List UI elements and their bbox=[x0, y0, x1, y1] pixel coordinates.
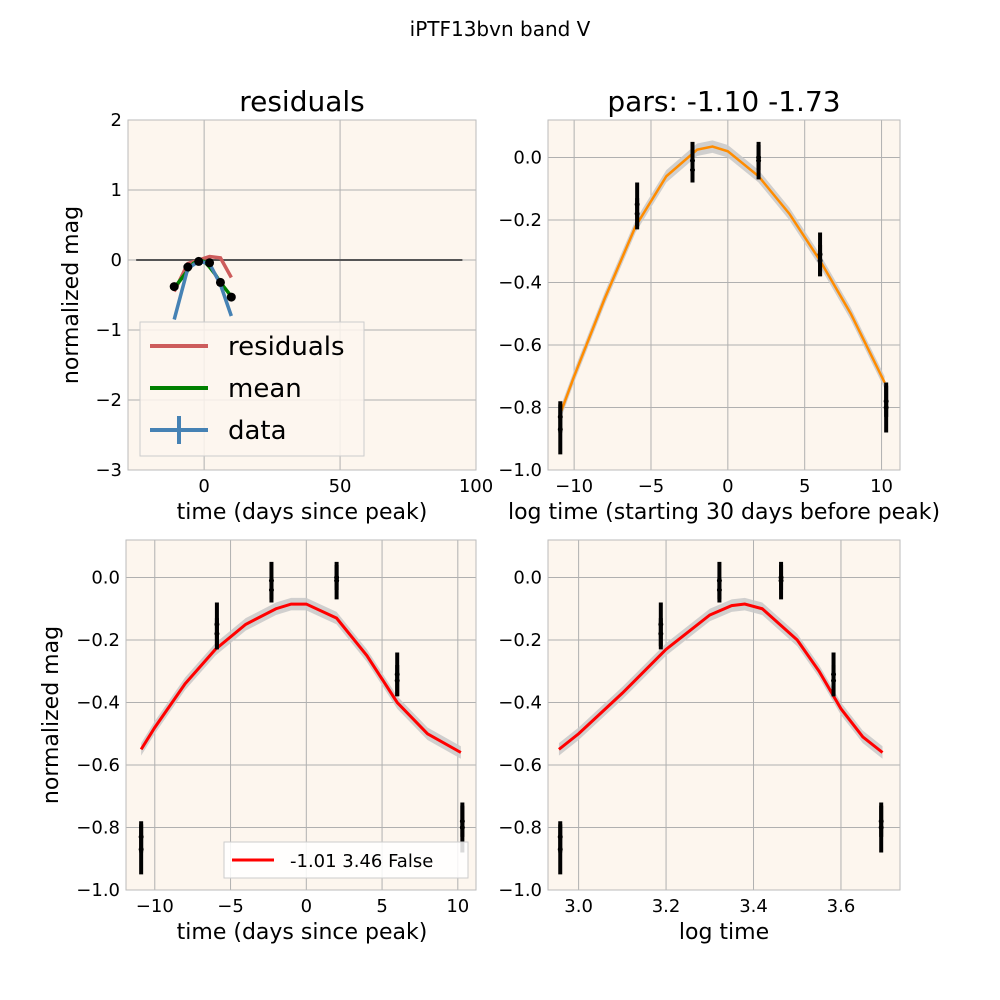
x-tick-label: 5 bbox=[799, 476, 810, 497]
data-point bbox=[557, 414, 563, 420]
x-tick-label: 0 bbox=[198, 476, 209, 497]
data-point bbox=[394, 678, 400, 684]
data-point bbox=[194, 256, 204, 266]
time-fit-panel: time (days since peak) normalized mag −1… bbox=[39, 539, 477, 945]
data-point bbox=[831, 678, 837, 684]
y-tick-label: −0.8 bbox=[498, 818, 542, 839]
x-tick-label: −5 bbox=[638, 476, 665, 497]
y-tick-label: −0.4 bbox=[498, 273, 542, 294]
y-axis-label: normalized mag bbox=[59, 206, 84, 384]
panel-title-residuals: residuals bbox=[239, 85, 365, 118]
data-point bbox=[716, 587, 722, 593]
plot-area bbox=[126, 540, 476, 890]
axes-frame bbox=[547, 119, 901, 471]
x-tick-label: 0 bbox=[301, 896, 312, 917]
data-point bbox=[215, 277, 225, 287]
data-point bbox=[557, 834, 563, 840]
data-point bbox=[634, 211, 640, 217]
data-point bbox=[778, 575, 784, 580]
axes-frame bbox=[127, 119, 477, 471]
x-tick-label: 3.4 bbox=[739, 896, 768, 917]
data-point bbox=[756, 155, 762, 160]
axes-frame bbox=[125, 539, 477, 891]
figure-title: iPTF13bvn band V bbox=[410, 17, 591, 41]
x-tick-label: 5 bbox=[376, 896, 387, 917]
y-tick-label: −0.6 bbox=[498, 335, 542, 356]
pars-panel: pars: -1.10 -1.73 log time (starting 30 … bbox=[498, 85, 940, 525]
x-axis-label: time (days since peak) bbox=[177, 500, 428, 525]
y-tick-label: −0.8 bbox=[498, 398, 542, 419]
y-tick-label: −0.8 bbox=[76, 818, 120, 839]
y-tick-label: 2 bbox=[111, 110, 122, 131]
x-tick-label: 0 bbox=[722, 476, 733, 497]
data-point bbox=[169, 282, 179, 292]
data-point bbox=[334, 575, 340, 580]
axes-frame bbox=[547, 539, 901, 891]
data-point bbox=[658, 631, 664, 637]
log-time-fit-panel: log time 3.0 3.2 3.4 3.6 −1.0 −0.8 −0.6 −0.4 −0.… bbox=[498, 539, 901, 945]
y-axis-label: normalized mag bbox=[39, 626, 64, 804]
legend-entry-residuals: residuals bbox=[228, 332, 345, 362]
data-point bbox=[205, 258, 215, 268]
data-point bbox=[689, 167, 695, 173]
plot-area bbox=[548, 120, 900, 470]
x-tick-label: 100 bbox=[459, 476, 493, 497]
y-tick-label: −1.0 bbox=[498, 460, 542, 481]
x-tick-label: 3.2 bbox=[652, 896, 681, 917]
data-point bbox=[878, 818, 884, 824]
y-tick-label: 0 bbox=[111, 250, 122, 271]
y-tick-label: −0.2 bbox=[498, 630, 542, 651]
x-tick-label: −10 bbox=[555, 476, 593, 497]
y-tick-label: −0.4 bbox=[76, 693, 120, 714]
data-point bbox=[817, 258, 823, 264]
legend-entry-fit: -1.01 3.46 False bbox=[290, 851, 433, 872]
legend-entry-data: data bbox=[228, 416, 287, 446]
y-tick-label: −2 bbox=[95, 390, 122, 411]
x-tick-label: 3.0 bbox=[564, 896, 593, 917]
data-point bbox=[883, 398, 889, 404]
y-tick-label: −1.0 bbox=[76, 880, 120, 901]
data-point bbox=[183, 262, 193, 272]
x-tick-label: 50 bbox=[329, 476, 352, 497]
data-point bbox=[459, 818, 465, 824]
y-tick-label: −3 bbox=[95, 460, 122, 481]
fit-line bbox=[139, 602, 462, 754]
y-tick-label: −0.2 bbox=[498, 210, 542, 231]
x-tick-label: 10 bbox=[870, 476, 893, 497]
y-tick-label: −0.6 bbox=[76, 755, 120, 776]
y-tick-label: 0.0 bbox=[513, 148, 542, 169]
series-line-data bbox=[172, 259, 233, 320]
x-tick-label: 10 bbox=[446, 896, 469, 917]
panel-title-pars: pars: -1.10 -1.73 bbox=[607, 85, 840, 118]
residuals-panel: residuals time (days since peak) normali… bbox=[59, 85, 493, 525]
y-tick-label: −0.2 bbox=[76, 630, 120, 651]
x-axis-label: time (days since peak) bbox=[177, 920, 428, 945]
legend-entry-mean: mean bbox=[228, 374, 302, 404]
y-tick-label: −1 bbox=[95, 320, 122, 341]
data-point bbox=[226, 292, 236, 302]
y-tick-label: −1.0 bbox=[498, 880, 542, 901]
x-tick-label: −5 bbox=[217, 896, 244, 917]
y-tick-label: −0.6 bbox=[498, 755, 542, 776]
x-axis-label: log time bbox=[679, 920, 769, 945]
x-tick-label: −10 bbox=[136, 896, 174, 917]
data-point bbox=[268, 587, 274, 593]
y-tick-label: −0.4 bbox=[498, 693, 542, 714]
y-tick-label: 0.0 bbox=[91, 568, 120, 589]
x-axis-label: log time (starting 30 days before peak) bbox=[508, 500, 940, 525]
fit-line bbox=[557, 602, 884, 754]
data-point bbox=[138, 834, 144, 840]
data-point bbox=[214, 631, 220, 637]
x-tick-label: 3.6 bbox=[827, 896, 856, 917]
y-tick-label: 0.0 bbox=[513, 568, 542, 589]
y-tick-label: 1 bbox=[111, 180, 122, 201]
